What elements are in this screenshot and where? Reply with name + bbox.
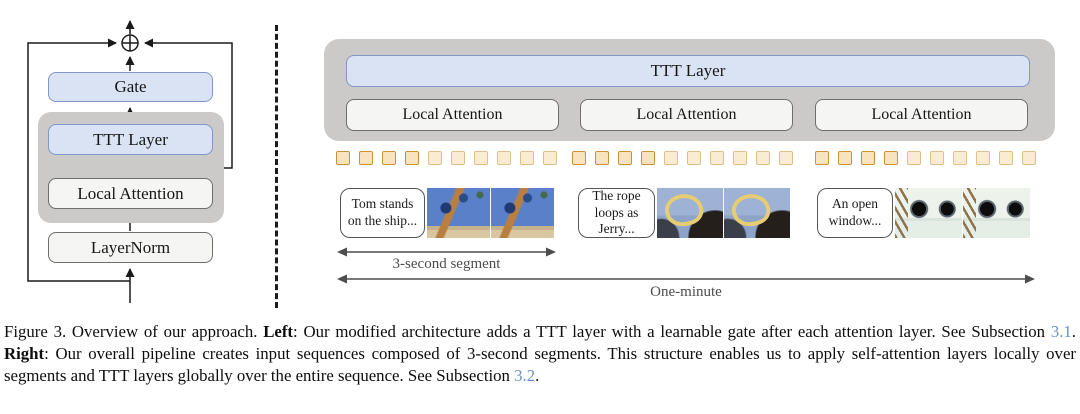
token-square [618,151,632,165]
caption-text: : Our overall pipeline creates input seq… [4,344,1076,386]
layernorm-box: LayerNorm [48,232,213,263]
token-square [861,151,875,165]
token-row-segment-1 [336,151,557,165]
ttt-layer-box: TTT Layer [48,124,213,155]
video-frame [724,188,790,238]
minute-arrow-label: One-minute [650,284,722,300]
video-frame [657,188,723,238]
add-circle-icon [121,34,139,52]
segment-caption-1: Tom stands on the ship... [347,196,418,228]
token-square [572,151,586,165]
token-square [497,151,511,165]
subsection-3-1-link[interactable]: 3.1 [1050,322,1072,341]
token-square [520,151,534,165]
token-square [710,151,724,165]
segment-caption-box-1: Tom stands on the ship... [340,188,425,238]
right-ttt-layer-box: TTT Layer [346,55,1030,87]
token-square [359,151,373,165]
segment-span-arrow [337,247,556,257]
figure-caption: Figure 3. Overview of our approach. Left… [4,321,1076,388]
dashed-divider [275,25,278,308]
local-attention-label-1: Local Attention [402,106,503,123]
local-attention-label: Local Attention [77,183,184,203]
caption-left-bold: Left [263,322,294,341]
token-row-segment-3 [815,151,1036,165]
subsection-3-2-link[interactable]: 3.2 [514,366,536,386]
token-square [953,151,967,165]
token-square [884,151,898,165]
token-square [641,151,655,165]
token-square [664,151,678,165]
token-square [451,151,465,165]
local-attention-box-3: Local Attention [815,99,1028,131]
segment-caption-box-2: The rope loops as Jerry... [578,188,655,238]
segment-arrow-label: 3-second segment [392,256,501,272]
token-square [756,151,770,165]
token-square [543,151,557,165]
token-square [474,151,488,165]
ttt-layer-label: TTT Layer [93,129,168,149]
caption-text: Figure 3. Overview of our approach. [4,322,264,341]
segment-caption-2: The rope loops as Jerry... [592,187,641,237]
token-square [815,151,829,165]
video-frame [895,188,962,238]
token-square [382,151,396,165]
gate-label: Gate [114,77,147,96]
gate-box: Gate [48,72,213,102]
layernorm-label: LayerNorm [90,237,171,257]
token-square [907,151,921,165]
token-square [999,151,1013,165]
token-square [405,151,419,165]
local-attention-box-2: Local Attention [580,99,793,131]
video-frame [491,188,554,238]
token-square [976,151,990,165]
connector-arrows [27,20,1035,303]
token-square [1022,151,1036,165]
video-frames-segment-1 [427,188,554,238]
token-square [930,151,944,165]
caption-text: : Our modified architecture adds a TTT l… [293,322,1051,341]
caption-text: . [535,366,540,386]
token-square [595,151,609,165]
token-row-segment-2 [572,151,793,165]
residual-connection [27,38,130,282]
token-square [336,151,350,165]
right-ttt-layer-label: TTT Layer [650,61,726,80]
local-attention-label-2: Local Attention [636,106,737,123]
token-square [687,151,701,165]
caption-right-bold: Right [4,344,45,364]
token-square [838,151,852,165]
video-frames-segment-3 [895,188,1030,238]
video-frames-segment-2 [657,188,790,238]
segment-caption-box-3: An open window... [817,188,893,238]
token-square [428,151,442,165]
segment-caption-3: An open window... [828,196,882,228]
minute-span-arrow [337,274,1035,284]
video-frame [963,188,1030,238]
token-square [779,151,793,165]
local-attention-label-3: Local Attention [871,106,972,123]
caption-text: . [1071,322,1076,341]
local-attention-box-1: Local Attention [346,99,559,131]
token-square [733,151,747,165]
video-frame [427,188,490,238]
local-attention-box: Local Attention [48,178,213,209]
